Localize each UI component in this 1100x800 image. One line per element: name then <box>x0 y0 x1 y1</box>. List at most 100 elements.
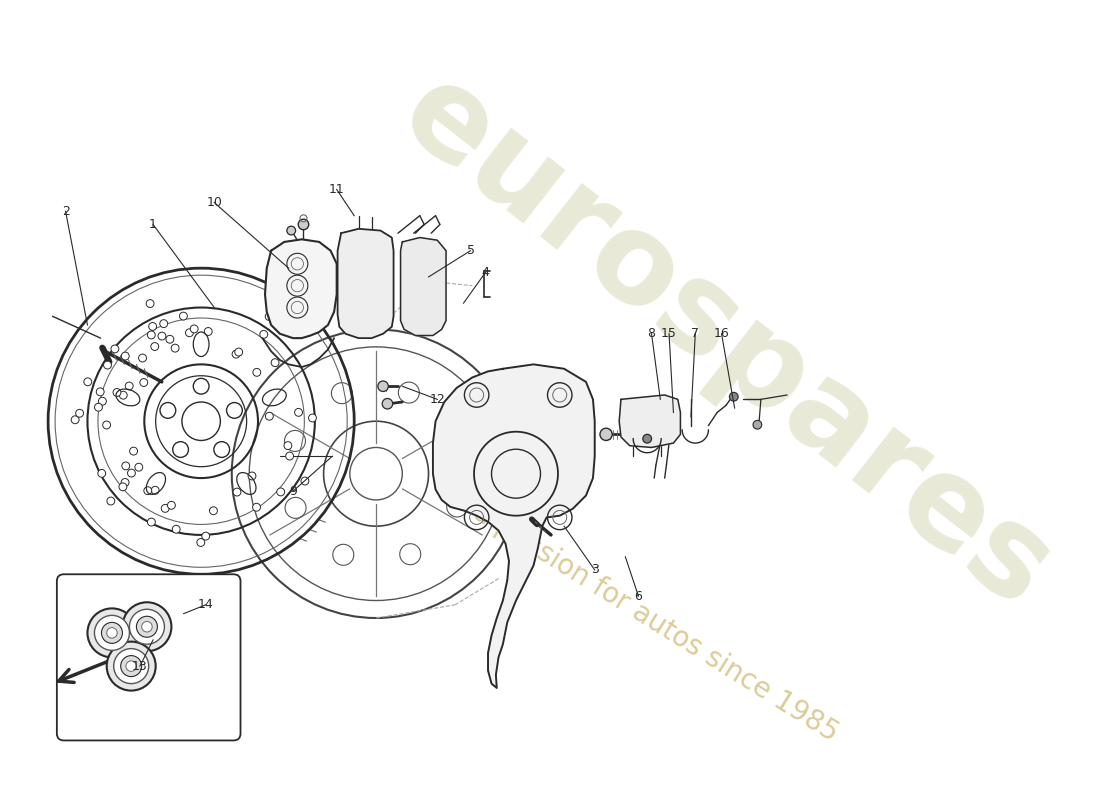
Text: eurospares: eurospares <box>377 51 1075 634</box>
Circle shape <box>642 434 651 443</box>
Circle shape <box>107 497 114 505</box>
Circle shape <box>139 354 146 362</box>
Polygon shape <box>265 239 337 338</box>
Circle shape <box>233 488 241 496</box>
Text: 12: 12 <box>429 393 446 406</box>
Circle shape <box>201 532 210 540</box>
Circle shape <box>107 642 156 690</box>
Circle shape <box>98 470 106 478</box>
Text: 11: 11 <box>329 183 344 196</box>
Text: 2: 2 <box>62 205 69 218</box>
Text: 6: 6 <box>635 590 642 602</box>
Text: 13: 13 <box>132 660 147 673</box>
Circle shape <box>76 410 84 417</box>
Circle shape <box>99 398 107 405</box>
Circle shape <box>95 615 130 650</box>
Circle shape <box>113 389 121 397</box>
Circle shape <box>260 330 267 338</box>
Circle shape <box>167 502 175 510</box>
Circle shape <box>286 452 294 460</box>
Circle shape <box>147 518 155 526</box>
Text: 5: 5 <box>466 244 474 257</box>
Circle shape <box>600 428 613 441</box>
Text: 8: 8 <box>648 327 656 340</box>
Circle shape <box>119 483 126 490</box>
Circle shape <box>113 649 148 683</box>
Circle shape <box>754 420 762 429</box>
Circle shape <box>111 345 119 353</box>
Circle shape <box>121 656 142 677</box>
Circle shape <box>95 403 102 411</box>
Circle shape <box>97 388 104 396</box>
Text: 14: 14 <box>198 598 213 611</box>
Circle shape <box>729 392 738 401</box>
Polygon shape <box>400 238 446 335</box>
Circle shape <box>130 610 164 644</box>
Circle shape <box>121 478 129 486</box>
Circle shape <box>234 348 243 356</box>
Circle shape <box>135 463 143 471</box>
Circle shape <box>147 331 155 339</box>
Circle shape <box>119 391 128 399</box>
Circle shape <box>121 352 129 360</box>
Circle shape <box>152 486 160 494</box>
Text: 16: 16 <box>714 327 729 340</box>
Circle shape <box>308 414 317 422</box>
Circle shape <box>88 608 136 658</box>
Text: 15: 15 <box>661 327 676 340</box>
Text: 10: 10 <box>207 196 222 209</box>
Circle shape <box>146 300 154 307</box>
Circle shape <box>190 325 198 333</box>
Circle shape <box>148 322 156 330</box>
Circle shape <box>277 488 285 496</box>
Circle shape <box>172 344 179 352</box>
Circle shape <box>272 358 279 366</box>
Circle shape <box>142 622 152 632</box>
Circle shape <box>186 329 194 337</box>
Circle shape <box>166 335 174 343</box>
Circle shape <box>287 226 296 235</box>
Text: 1: 1 <box>150 218 157 231</box>
Text: 9: 9 <box>289 485 297 498</box>
Circle shape <box>125 382 133 390</box>
Circle shape <box>128 469 135 477</box>
Circle shape <box>284 442 292 450</box>
Polygon shape <box>619 395 681 447</box>
Text: a passion for autos since 1985: a passion for autos since 1985 <box>469 498 844 747</box>
Circle shape <box>173 526 180 533</box>
Circle shape <box>265 412 273 420</box>
Circle shape <box>84 378 91 386</box>
Circle shape <box>179 312 187 320</box>
Circle shape <box>197 538 205 546</box>
Circle shape <box>253 369 261 376</box>
Circle shape <box>72 416 79 424</box>
Circle shape <box>122 602 172 651</box>
Text: 3: 3 <box>591 563 598 577</box>
Circle shape <box>151 342 158 350</box>
Circle shape <box>162 505 169 512</box>
Circle shape <box>102 421 111 429</box>
Circle shape <box>144 486 152 494</box>
Circle shape <box>101 622 122 643</box>
Circle shape <box>301 477 309 485</box>
Circle shape <box>253 503 261 511</box>
Circle shape <box>377 381 388 391</box>
Polygon shape <box>338 229 394 338</box>
Text: 7: 7 <box>691 327 700 340</box>
Text: 4: 4 <box>482 266 490 279</box>
Circle shape <box>158 332 166 340</box>
Circle shape <box>232 350 240 358</box>
Circle shape <box>205 327 212 335</box>
Circle shape <box>130 447 138 455</box>
Circle shape <box>160 320 167 327</box>
Circle shape <box>265 313 273 321</box>
Circle shape <box>140 378 147 386</box>
Polygon shape <box>433 364 595 688</box>
Circle shape <box>103 361 111 369</box>
Circle shape <box>122 462 130 470</box>
Circle shape <box>125 661 136 671</box>
Circle shape <box>107 628 118 638</box>
FancyBboxPatch shape <box>57 574 241 741</box>
Circle shape <box>136 616 157 638</box>
Circle shape <box>382 398 393 409</box>
